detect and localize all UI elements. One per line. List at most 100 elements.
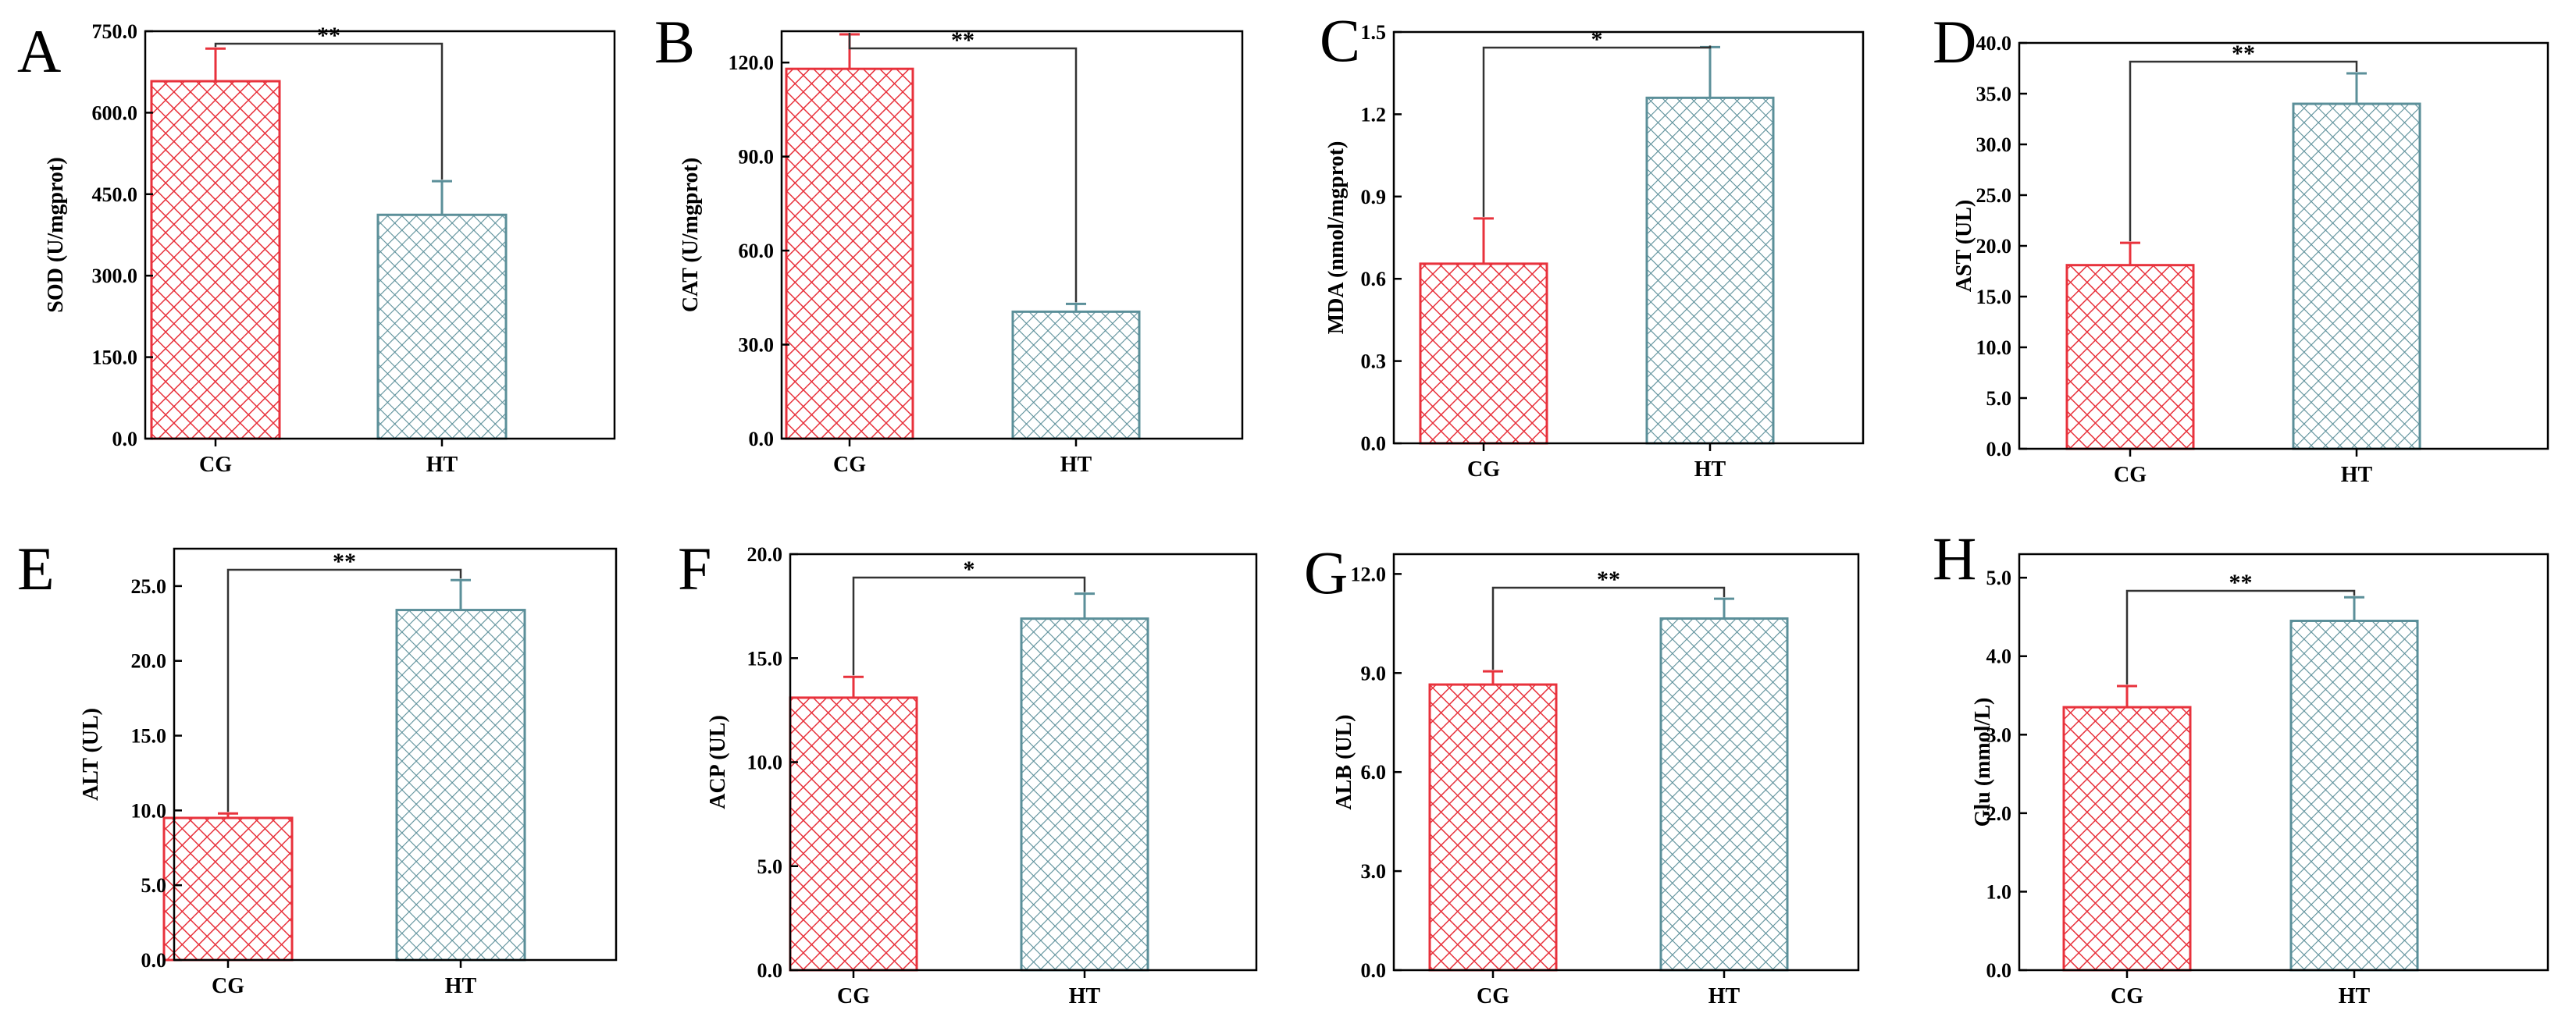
y-tick-label: 1.0 xyxy=(1986,880,2012,903)
y-axis-label: MDA (nmol/mgprot) xyxy=(1324,141,1349,335)
x-tick-label: CG xyxy=(212,974,244,998)
axes-frame xyxy=(144,30,616,440)
y-tick-label: 0.0 xyxy=(141,949,167,972)
significance-bracket xyxy=(2129,60,2358,242)
y-tick-label: 0.6 xyxy=(1361,268,1387,290)
y-axis-label: Glu (mmol/L) xyxy=(1971,698,1995,827)
y-tick-label: 600.0 xyxy=(92,101,138,124)
axes-frame xyxy=(173,547,618,962)
y-tick-label: 9.0 xyxy=(1361,662,1387,684)
significance-bracket xyxy=(226,568,462,812)
y-tick-label: 25.0 xyxy=(1976,184,2012,207)
y-tick-label: 6.0 xyxy=(1361,761,1387,784)
y-axis-label: SOD (U/mgprot) xyxy=(44,157,68,312)
significance-label: ** xyxy=(333,549,356,574)
panel-g: G ** 0.0 3.0 6.0 9.0 12.0 CG HT ALB (UL) xyxy=(1304,539,1860,1008)
y-tick-label: 10.0 xyxy=(747,752,783,774)
panel-letter: E xyxy=(17,535,55,603)
significance-line xyxy=(2125,589,2356,684)
y-tick-label: 5.0 xyxy=(1986,387,2012,410)
y-tick-label: 450.0 xyxy=(92,183,138,206)
x-tick-label: CG xyxy=(2111,984,2143,1008)
y-tick-label: 20.0 xyxy=(1976,235,2012,258)
bar-ht xyxy=(1011,310,1141,440)
panel-c: C * 0.0 0.3 0.6 0.9 1.2 1.5 CG HT MDA (nmol/mgprot… xyxy=(1320,6,1865,482)
y-tick-label: 0.3 xyxy=(1361,350,1387,373)
y-tick-label: 40.0 xyxy=(1976,32,2012,55)
panel-f: F * 0.0 5.0 10.0 15.0 20.0 CG HT ACP (UL) xyxy=(678,535,1258,1008)
y-tick-label: 30.0 xyxy=(739,334,775,357)
significance-line xyxy=(226,568,462,812)
error-bar-cg xyxy=(1483,670,1503,685)
y-tick-label: 150.0 xyxy=(92,347,138,369)
y-tick-label: 15.0 xyxy=(1976,286,2012,308)
bar-cg xyxy=(2062,706,2192,972)
significance-bracket xyxy=(2125,589,2356,684)
x-tick-label: HT xyxy=(1069,984,1101,1008)
x-tick-label: CG xyxy=(2114,463,2147,487)
y-tick-label: 12.0 xyxy=(1351,563,1387,585)
bar-cg xyxy=(1419,262,1548,445)
y-tick-label: 20.0 xyxy=(131,650,167,673)
significance-line xyxy=(214,42,444,180)
panel-letter: F xyxy=(678,535,711,603)
bar-ht xyxy=(1020,617,1149,972)
panel-letter: B xyxy=(654,8,695,76)
bar-ht xyxy=(395,609,526,962)
y-tick-label: 30.0 xyxy=(1976,133,2012,156)
error-bar-ht xyxy=(2344,596,2364,621)
bar-cg xyxy=(2065,264,2195,450)
error-bar-ht xyxy=(1074,592,1095,619)
y-tick-label: 0.0 xyxy=(1361,959,1387,982)
bar-cg xyxy=(1428,683,1558,972)
y-tick-label: 5.0 xyxy=(757,855,783,878)
x-tick-label: CG xyxy=(837,984,870,1008)
significance-label: ** xyxy=(317,23,340,48)
y-tick-label: 35.0 xyxy=(1976,83,2012,105)
y-tick-label: 0.0 xyxy=(757,959,783,982)
significance-line xyxy=(848,33,1078,303)
y-axis-label: ALB (UL) xyxy=(1332,714,1356,809)
significance-bracket xyxy=(848,33,1078,303)
y-axis-label: CAT (U/mgprot) xyxy=(679,158,703,312)
error-bar-ht xyxy=(1700,45,1720,98)
significance-line xyxy=(852,576,1086,676)
error-bar-ht xyxy=(2346,72,2367,104)
axes-frame xyxy=(2018,553,2549,972)
significance-line xyxy=(1482,45,1712,217)
y-tick-label: 20.0 xyxy=(747,543,783,566)
panel-a: A ** 0.0 150.0 300.0 450.0 600.0 750.0 CG HT SOD (… xyxy=(17,17,616,477)
significance-label: * xyxy=(964,556,975,582)
y-tick-label: 5.0 xyxy=(1986,567,2012,589)
significance-label: ** xyxy=(2232,41,2255,66)
bar-ht xyxy=(376,213,508,440)
panel-letter: D xyxy=(1933,8,1976,76)
y-tick-label: 750.0 xyxy=(92,20,138,43)
panel-e: E ** 0.0 5.0 10.0 15.0 20.0 25.0 CG HT ALT (UL) xyxy=(17,535,618,998)
x-tick-label: CG xyxy=(833,453,866,477)
y-tick-label: 4.0 xyxy=(1986,645,2012,668)
significance-bracket xyxy=(214,42,444,180)
bar-ht xyxy=(1645,96,1775,445)
significance-line xyxy=(1491,586,1726,670)
x-tick-label: HT xyxy=(2341,463,2373,487)
panel-letter: A xyxy=(17,17,61,85)
significance-bracket xyxy=(852,576,1086,676)
significance-bracket xyxy=(1491,586,1726,670)
significance-line xyxy=(2129,60,2358,242)
y-axis-label: ALT (UL) xyxy=(79,708,103,801)
y-tick-label: 1.2 xyxy=(1361,103,1387,126)
error-bar-ht xyxy=(1066,302,1086,312)
y-tick-label: 0.0 xyxy=(1361,432,1387,455)
error-bar-cg xyxy=(205,47,226,82)
y-tick-label: 0.9 xyxy=(1361,186,1387,208)
x-tick-label: HT xyxy=(426,453,458,477)
y-tick-label: 90.0 xyxy=(739,146,775,169)
y-tick-label: 300.0 xyxy=(92,265,138,287)
bar-cg xyxy=(150,80,281,440)
y-tick-label: 5.0 xyxy=(141,874,167,897)
y-axis-label: ACP (UL) xyxy=(706,715,730,809)
significance-label: * xyxy=(1591,27,1603,52)
